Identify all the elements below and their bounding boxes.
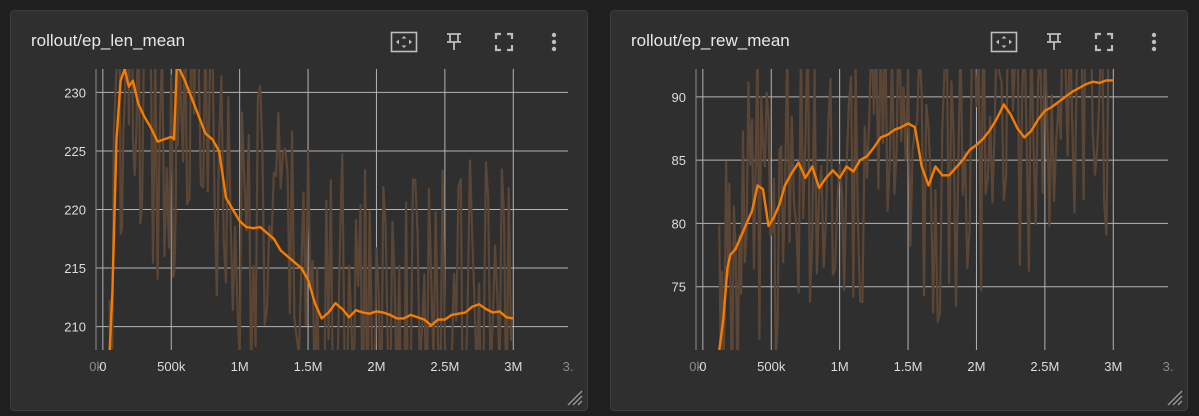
x-tick-label: 3M — [1104, 359, 1122, 374]
x-tick-label: 500k — [157, 359, 186, 374]
fit-domain-icon — [990, 31, 1018, 53]
fit-domain-button[interactable] — [989, 29, 1019, 55]
x-tick-label: 1.5M — [294, 359, 323, 374]
pin-icon — [447, 33, 461, 50]
line-chart[interactable]: 230 225 220 215 210 0k0 500k 1M 1.5M 2M 2.5M 3M 3. — [11, 11, 589, 412]
y-tick-label: 80 — [672, 216, 686, 231]
x-tick-label: 0 — [99, 359, 106, 374]
fit-domain-button[interactable] — [389, 29, 419, 55]
line-chart[interactable]: 90 85 80 75 0k0 500k 1M 1.5M 2M 2.5M 3M 3. — [611, 11, 1189, 412]
y-tick-label: 225 — [64, 144, 86, 159]
fullscreen-button[interactable] — [1089, 29, 1119, 55]
x-tick-label: 0k — [89, 359, 103, 374]
x-tick-label: 0 — [699, 359, 706, 374]
chart-title: rollout/ep_len_mean — [31, 31, 186, 50]
pin-button[interactable] — [1039, 29, 1069, 55]
smoothed-series-line — [108, 69, 514, 350]
smoothed-series-line — [718, 79, 1114, 350]
y-tick-label: 90 — [672, 90, 686, 105]
x-tick-label: 3. — [1163, 359, 1174, 374]
x-tick-label: 3. — [563, 359, 574, 374]
x-tick-label: 0k — [689, 359, 703, 374]
more-vert-icon — [551, 32, 557, 52]
x-tick-label: 2.5M — [430, 359, 459, 374]
more-options-button[interactable] — [1139, 29, 1169, 55]
y-tick-label: 220 — [64, 203, 86, 218]
card-toolbar — [389, 29, 569, 55]
more-options-button[interactable] — [539, 29, 569, 55]
raw-series-line — [718, 69, 1110, 350]
y-tick-label: 75 — [672, 280, 686, 295]
y-tick-label: 210 — [64, 320, 86, 335]
fullscreen-icon — [494, 32, 514, 52]
x-tick-label: 2.5M — [1030, 359, 1059, 374]
x-tick-label: 3M — [504, 359, 522, 374]
x-tick-label: 2M — [367, 359, 385, 374]
x-tick-label: 1.5M — [894, 359, 923, 374]
x-tick-label: 500k — [757, 359, 786, 374]
more-vert-icon — [1151, 32, 1157, 52]
y-tick-label: 215 — [64, 261, 86, 276]
fit-domain-icon — [390, 31, 418, 53]
resize-handle-icon[interactable] — [1165, 388, 1183, 406]
chart-title: rollout/ep_rew_mean — [631, 31, 790, 50]
resize-handle-icon[interactable] — [565, 388, 583, 406]
y-tick-label: 85 — [672, 153, 686, 168]
pin-button[interactable] — [439, 29, 469, 55]
card-ep-rew-mean: rollout/ep_rew_mean 90 85 80 75 0k 0 500k 1M 1.5… — [610, 10, 1188, 411]
x-tick-label: 1M — [231, 359, 249, 374]
card-ep-len-mean: rollout/ep_len_mean 230 225 220 215 210 0k 0 50… — [10, 10, 588, 411]
pin-icon — [1047, 33, 1061, 50]
fullscreen-button[interactable] — [489, 29, 519, 55]
card-toolbar — [989, 29, 1169, 55]
x-tick-label: 2M — [967, 359, 985, 374]
fullscreen-icon — [1094, 32, 1114, 52]
y-tick-label: 230 — [64, 85, 86, 100]
raw-series-line — [108, 69, 513, 350]
x-tick-label: 1M — [831, 359, 849, 374]
